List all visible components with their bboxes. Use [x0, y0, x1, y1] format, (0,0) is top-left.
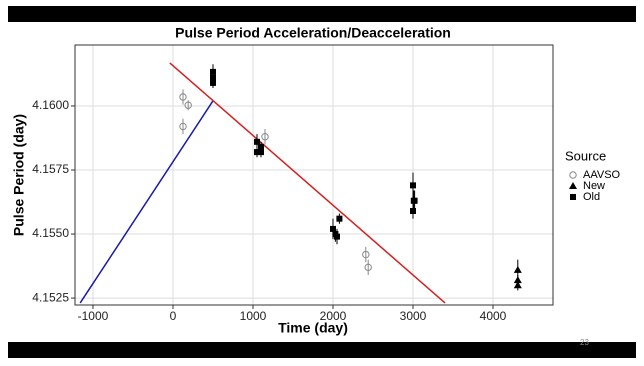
- legend-symbol: [569, 182, 577, 189]
- top-band: [8, 6, 636, 22]
- point: [184, 101, 192, 109]
- legend-symbol: [570, 194, 576, 200]
- legend-symbol: [569, 171, 577, 179]
- x-tick-label: 4000: [480, 309, 507, 323]
- point: [410, 207, 416, 214]
- x-tick-label: -1000: [78, 309, 109, 323]
- point: [179, 93, 187, 101]
- plot-background: [75, 45, 553, 305]
- legend-label: Old: [583, 191, 600, 203]
- legend-label: New: [583, 180, 605, 192]
- point: [330, 225, 336, 232]
- point: [411, 197, 418, 204]
- point: [410, 182, 416, 189]
- trend-line: [79, 100, 214, 304]
- point: [364, 263, 372, 272]
- page-number: 23: [580, 338, 589, 347]
- point: [362, 250, 370, 259]
- point: [513, 281, 522, 289]
- point: [179, 122, 187, 131]
- x-tick-label: 0: [170, 309, 177, 323]
- y-tick-label: 4.1525: [32, 290, 69, 304]
- trend-line: [169, 62, 446, 304]
- point: [513, 265, 522, 273]
- legend-title: Source: [565, 148, 606, 163]
- x-tick-label: 3000: [400, 309, 427, 323]
- bottom-band: [8, 342, 636, 358]
- y-tick-label: 4.1575: [32, 162, 69, 176]
- plot-border: [74, 44, 554, 306]
- x-tick-label: 1000: [240, 309, 267, 323]
- y-tick-label: 4.1550: [32, 226, 69, 240]
- point: [210, 79, 216, 86]
- point: [334, 233, 340, 240]
- chart-title: Pulse Period Acceleration/Deacceleration: [175, 25, 451, 41]
- point: [210, 68, 216, 75]
- point: [261, 133, 269, 141]
- point: [258, 149, 264, 156]
- point: [513, 276, 522, 284]
- legend-label: AAVSO: [583, 169, 621, 181]
- point: [254, 149, 260, 156]
- point: [254, 138, 260, 145]
- x-axis-label: Time (day): [278, 320, 348, 336]
- x-tick-label: 2000: [320, 309, 347, 323]
- y-axis-label: Pulse Period (day): [11, 114, 27, 236]
- y-tick-label: 4.1600: [32, 98, 69, 112]
- point: [336, 215, 343, 222]
